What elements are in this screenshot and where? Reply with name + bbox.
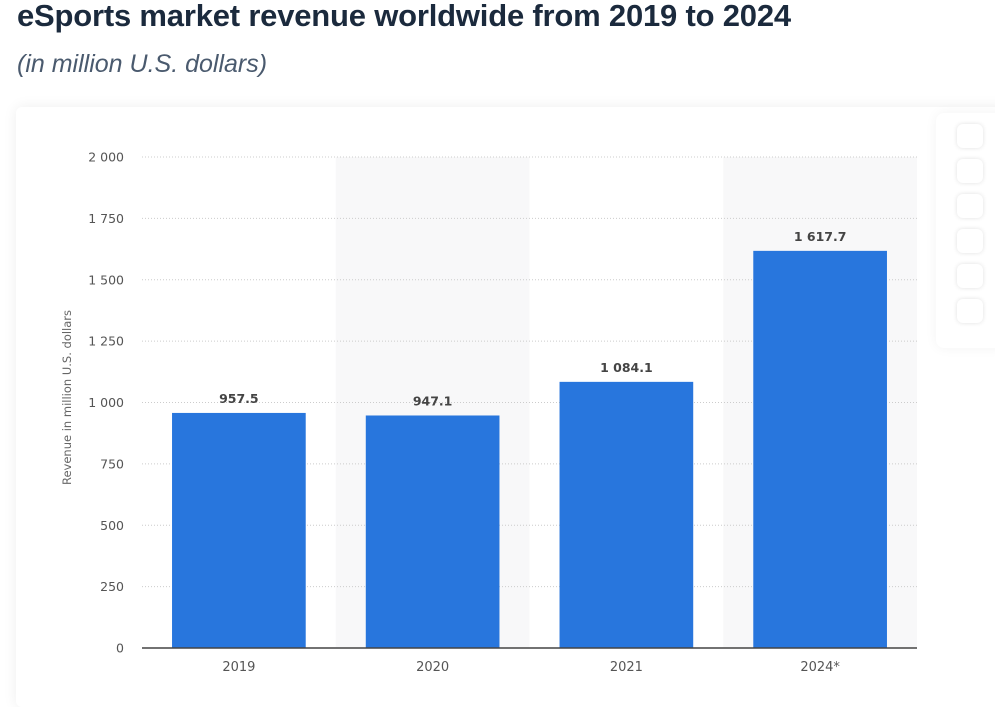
tool-button-3[interactable] xyxy=(957,194,983,218)
tool-button-5[interactable] xyxy=(957,264,983,288)
y-tick-label: 500 xyxy=(100,518,124,533)
y-tick-label: 250 xyxy=(100,579,124,594)
y-tick-label: 750 xyxy=(100,456,124,471)
bar xyxy=(753,250,887,648)
tool-button-6[interactable] xyxy=(957,299,983,323)
bar xyxy=(559,381,694,648)
chart-title: eSports market revenue worldwide from 20… xyxy=(17,0,791,33)
data-label: 1 084.1 xyxy=(600,360,653,375)
bar xyxy=(172,412,306,648)
x-tick-label: 2019 xyxy=(222,660,255,675)
bar xyxy=(365,415,500,648)
data-label: 947.1 xyxy=(413,393,453,408)
y-tick-label: 1 250 xyxy=(88,334,124,349)
data-labels: 957.5 947.1 1 084.1 1 617.7 xyxy=(219,229,846,409)
tool-button-4[interactable] xyxy=(957,229,983,253)
y-tick-label: 0 xyxy=(116,641,124,656)
y-tick-label: 1 750 xyxy=(88,211,124,226)
x-tick-label: 2024* xyxy=(800,660,840,675)
x-axis-ticks: 2019 2020 2021 2024* xyxy=(222,660,840,675)
chart-subtitle: (in million U.S. dollars) xyxy=(17,50,268,78)
bar-chart: 0 250 500 750 1 000 1 250 1 500 1 750 2 000 957.… xyxy=(60,150,917,675)
x-tick-label: 2021 xyxy=(610,660,643,675)
bars xyxy=(172,250,887,648)
y-tick-label: 1 000 xyxy=(88,395,124,410)
y-axis-ticks: 0 250 500 750 1 000 1 250 1 500 1 750 2 000 xyxy=(88,150,124,656)
tool-button-1[interactable] xyxy=(957,124,983,148)
tool-button-2[interactable] xyxy=(957,159,983,183)
x-tick-label: 2020 xyxy=(416,660,449,675)
y-tick-label: 2 000 xyxy=(88,150,124,165)
y-axis-title: Revenue in million U.S. dollars xyxy=(60,310,74,485)
data-label: 957.5 xyxy=(219,391,259,406)
y-tick-label: 1 500 xyxy=(88,272,124,287)
data-label: 1 617.7 xyxy=(794,229,847,244)
